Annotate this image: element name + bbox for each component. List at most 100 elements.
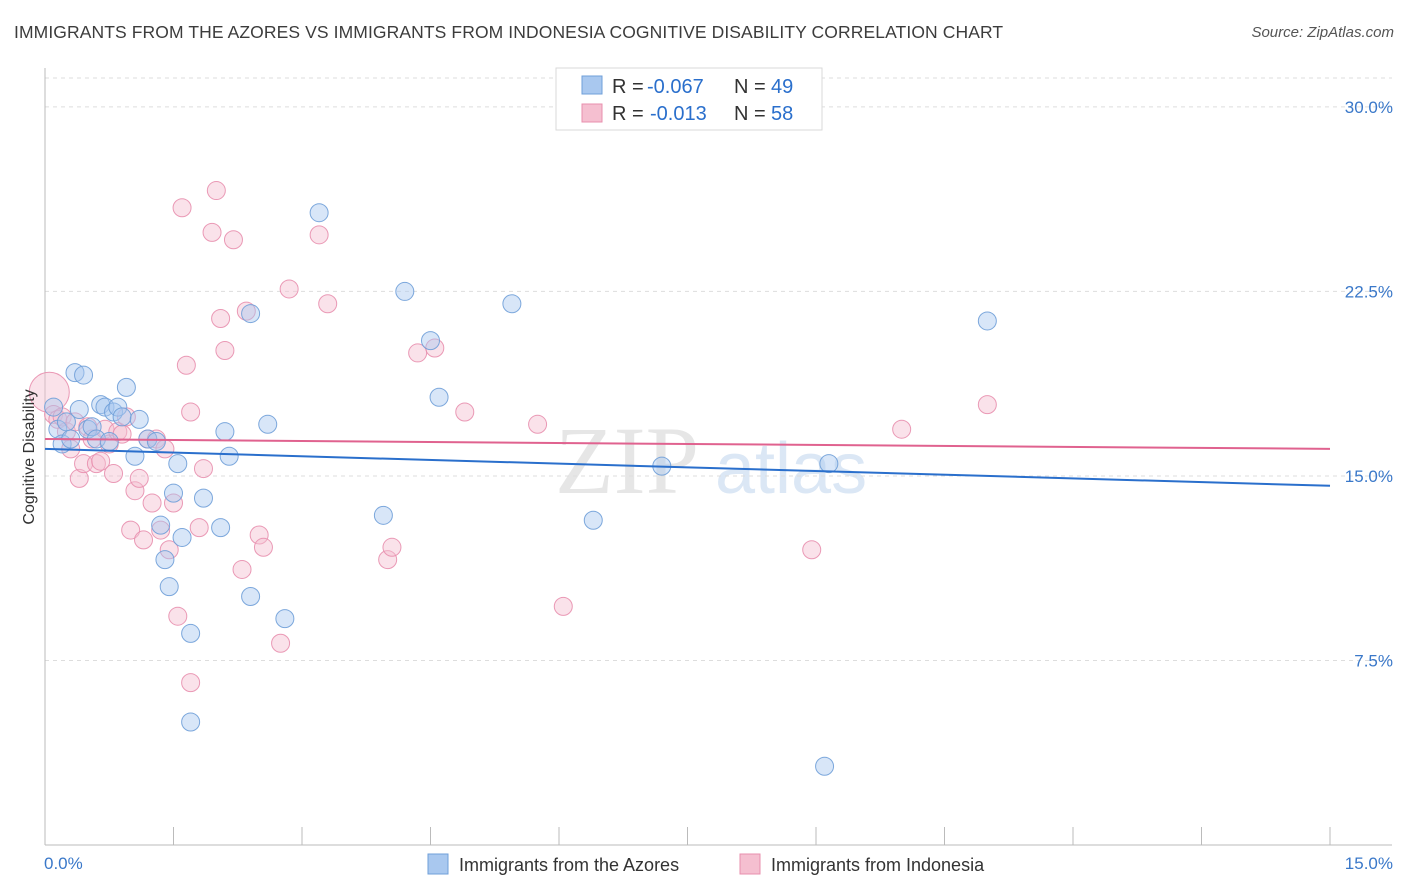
indonesia-point-21 — [129, 468, 149, 488]
azores-point-28 — [181, 623, 201, 643]
azores-point-29 — [181, 712, 201, 732]
azores-point-33 — [219, 446, 239, 466]
azores-point-47 — [819, 454, 839, 474]
azores-point-40 — [395, 281, 415, 301]
stats-legend-blue-swatch — [581, 75, 603, 95]
x-tick-label-max: 15.0% — [1345, 854, 1393, 873]
indonesia-point-12 — [91, 451, 111, 471]
indonesia-point-44 — [249, 525, 269, 545]
stats-legend-pink-swatch — [581, 103, 603, 123]
azores-point-13 — [99, 432, 119, 452]
azores-point-19 — [129, 409, 149, 429]
tick-labels: 7.5% 15.0% 22.5% 30.0% 0.0% 15.0% — [44, 98, 1393, 873]
indonesia-point-54 — [455, 402, 475, 422]
azores-point-22 — [151, 515, 171, 535]
indonesia-points — [28, 181, 997, 693]
azores-point-38 — [309, 203, 329, 223]
azores-point-37 — [275, 609, 295, 629]
indonesia-point-58 — [892, 419, 912, 439]
azores-point-16 — [112, 407, 132, 427]
indonesia-point-36 — [193, 459, 213, 479]
indonesia-point-40 — [215, 340, 235, 360]
azores-point-42 — [429, 387, 449, 407]
indonesia-point-35 — [189, 518, 209, 538]
indonesia-point-20 — [125, 481, 145, 501]
chart-title: IMMIGRANTS FROM THE AZORES VS IMMIGRANTS… — [14, 22, 1004, 42]
indonesia-point-38 — [206, 181, 226, 201]
azores-point-18 — [125, 446, 145, 466]
legend-label-indonesia: Immigrants from Indonesia — [771, 855, 985, 875]
azores-point-43 — [502, 294, 522, 314]
azores-point-24 — [159, 577, 179, 597]
azores-point-0 — [44, 397, 64, 417]
azores-point-23 — [155, 550, 175, 570]
indonesia-point-7 — [69, 468, 89, 488]
indonesia-point-46 — [271, 633, 291, 653]
indonesia-point-59 — [977, 395, 997, 415]
indonesia-point-57 — [802, 540, 822, 560]
azores-point-48 — [977, 311, 997, 331]
indonesia-point-32 — [176, 355, 196, 375]
azores-point-35 — [241, 304, 261, 324]
azores-point-32 — [215, 422, 235, 442]
legend-swatch-indonesia — [739, 853, 761, 875]
azores-point-26 — [168, 454, 188, 474]
indonesia-point-51 — [382, 537, 402, 557]
azores-trend-line — [44, 447, 1331, 487]
azores-point-39 — [373, 505, 393, 525]
stats-n-value-blue: 49 — [771, 76, 793, 98]
trend-lines — [44, 438, 1331, 487]
stats-legend: R = -0.067 N = 49 R = -0.013 N = 58 — [555, 67, 823, 131]
stats-r-label-blue: R = — [612, 76, 644, 98]
indonesia-point-47 — [279, 279, 299, 299]
indonesia-point-50 — [378, 550, 398, 570]
y-axis-label: Cognitive Disability — [21, 389, 38, 524]
watermark-zip: ZIP — [555, 407, 699, 514]
azores-point-31 — [211, 518, 231, 538]
indonesia-point-56 — [553, 596, 573, 616]
indonesia-point-28 — [159, 540, 179, 560]
x-tick-label-min: 0.0% — [44, 854, 83, 873]
stats-n-value-pink: 58 — [771, 103, 793, 125]
indonesia-point-19 — [121, 520, 141, 540]
indonesia-point-42 — [232, 559, 252, 579]
azores-point-21 — [146, 432, 166, 452]
source-credit: Source: ZipAtlas.com — [1251, 24, 1394, 41]
stats-r-value-pink: -0.013 — [650, 103, 707, 125]
axes — [44, 68, 1392, 846]
indonesia-point-37 — [202, 222, 222, 242]
indonesia-trend-line — [44, 438, 1331, 450]
azores-point-9 — [82, 417, 102, 437]
indonesia-point-22 — [134, 530, 154, 550]
y-tick-label-3: 30.0% — [1345, 98, 1393, 117]
azores-point-6 — [69, 400, 89, 420]
indonesia-point-41 — [223, 230, 243, 250]
indonesia-point-29 — [164, 493, 183, 513]
indonesia-point-39 — [211, 308, 231, 328]
indonesia-point-33 — [181, 673, 201, 693]
stats-r-value-blue: -0.067 — [647, 76, 704, 98]
indonesia-point-34 — [181, 402, 201, 422]
indonesia-point-0 — [28, 371, 70, 413]
azores-point-27 — [172, 527, 192, 547]
indonesia-point-48 — [309, 225, 329, 245]
azores-point-30 — [193, 488, 213, 508]
azores-point-15 — [108, 397, 128, 417]
azores-points — [44, 203, 997, 776]
azores-point-36 — [258, 414, 278, 434]
indonesia-point-45 — [253, 537, 273, 557]
indonesia-point-55 — [528, 414, 548, 434]
indonesia-point-26 — [151, 520, 171, 540]
legend-swatch-azores — [427, 853, 449, 875]
indonesia-point-49 — [318, 294, 338, 314]
svg-text:R = -0.067 N =: R = -0.067 N = 49 — [612, 76, 793, 98]
stats-n-label-pink: N = — [734, 103, 766, 125]
y-tick-label-0: 7.5% — [1354, 651, 1393, 670]
indonesia-point-30 — [168, 606, 188, 626]
stats-r-label-pink: R = — [612, 103, 644, 125]
indonesia-point-52 — [408, 343, 428, 363]
indonesia-point-31 — [172, 198, 192, 218]
svg-text:R = -0.013 N =: R = -0.013 N = 58 — [612, 103, 793, 125]
indonesia-point-24 — [142, 493, 162, 513]
azores-point-25 — [164, 483, 183, 503]
